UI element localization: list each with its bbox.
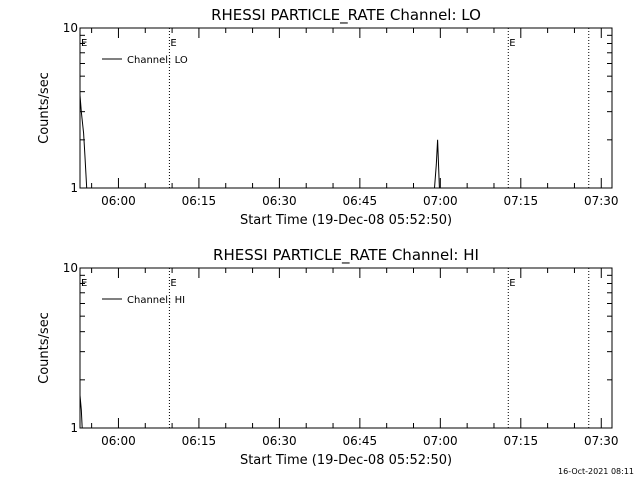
event-marker-label: E <box>509 278 515 289</box>
legend-entry: Channel: LO <box>127 55 188 66</box>
y-tick-label: 1 <box>70 421 78 435</box>
x-tick-label: 06:30 <box>262 194 297 208</box>
event-marker-label: E <box>509 38 515 49</box>
x-tick-label: 06:00 <box>101 434 136 448</box>
x-tick-label: 07:15 <box>504 434 539 448</box>
event-marker-label: E <box>81 38 87 49</box>
y-axis-label: Counts/sec <box>37 312 52 384</box>
y-tick-label: 10 <box>63 21 78 35</box>
x-tick-label: 07:30 <box>584 194 619 208</box>
x-tick-label: 06:30 <box>262 434 297 448</box>
legend-entry: Channel: HI <box>127 295 185 306</box>
footer-timestamp: 16-Oct-2021 08:11 <box>558 467 634 476</box>
event-marker-label: E <box>170 38 176 49</box>
event-marker-label: E <box>81 278 87 289</box>
x-axis-label: Start Time (19-Dec-08 05:52:50) <box>240 453 452 468</box>
x-tick-label: 06:45 <box>343 434 378 448</box>
x-tick-label: 06:15 <box>182 194 217 208</box>
x-tick-label: 06:45 <box>343 194 378 208</box>
x-tick-label: 06:15 <box>182 434 217 448</box>
event-marker-label: E <box>170 278 176 289</box>
x-tick-label: 07:15 <box>504 194 539 208</box>
chart-panel-2: RHESSI PARTICLE_RATE Channel: HI Counts/s… <box>37 246 619 468</box>
x-tick-label: 06:00 <box>101 194 136 208</box>
y-tick-label: 10 <box>63 261 78 275</box>
x-axis-label: Start Time (19-Dec-08 05:52:50) <box>240 213 452 228</box>
plot-frame <box>79 267 613 429</box>
y-axis-label: Counts/sec <box>37 72 52 144</box>
chart-panel-1: RHESSI PARTICLE_RATE Channel: LO Counts/s… <box>37 6 619 228</box>
x-tick-label: 07:00 <box>423 194 458 208</box>
x-tick-label: 07:00 <box>423 434 458 448</box>
chart-title: RHESSI PARTICLE_RATE Channel: LO <box>211 6 481 25</box>
x-tick-label: 07:30 <box>584 434 619 448</box>
y-tick-label: 1 <box>70 181 78 195</box>
series-line <box>79 395 83 429</box>
series-line <box>79 95 440 189</box>
chart-title: RHESSI PARTICLE_RATE Channel: HI <box>213 246 479 265</box>
plot-frame <box>79 27 613 189</box>
